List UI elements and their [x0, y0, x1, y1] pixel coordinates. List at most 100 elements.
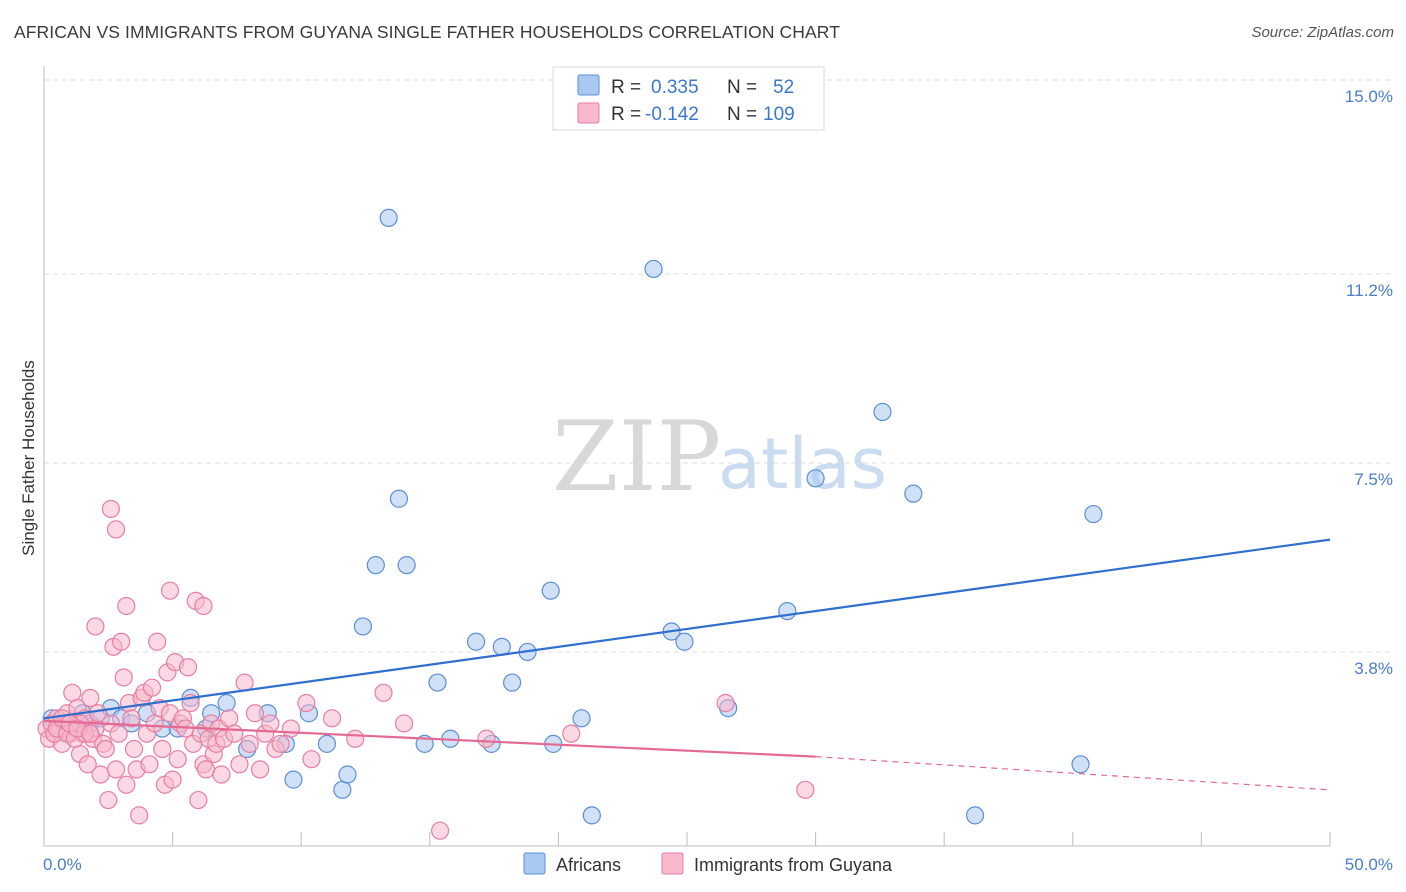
data-point-guyana	[225, 724, 244, 743]
legend-swatch-guyana	[577, 102, 600, 124]
data-point-guyana	[322, 709, 342, 728]
data-point-guyana	[91, 765, 110, 784]
data-point-guyana	[106, 760, 126, 779]
data-point-africans	[217, 693, 236, 713]
data-point-guyana	[96, 739, 115, 759]
source-label: Source: ZipAtlas.com	[1251, 24, 1394, 41]
data-point-africans	[397, 556, 416, 575]
data-point-africans	[389, 489, 409, 508]
legend-r-label-guyana: R =	[611, 104, 641, 125]
data-point-guyana	[160, 581, 180, 600]
data-point-guyana	[430, 821, 450, 840]
bottom-legend-africans: Africans	[556, 855, 621, 875]
y-tick-label: 11.2%	[1346, 281, 1393, 300]
data-point-guyana	[168, 750, 187, 769]
bottom-legend-guyana: Immigrants from Guyana	[694, 855, 893, 875]
data-point-guyana	[148, 632, 167, 651]
data-point-guyana	[477, 729, 496, 748]
data-point-guyana	[78, 755, 97, 774]
data-point-guyana	[63, 683, 82, 702]
data-point-guyana	[212, 765, 231, 784]
data-point-africans	[428, 673, 447, 692]
data-point-guyana	[112, 632, 131, 651]
watermark-atlas: atlas	[718, 423, 887, 505]
data-point-africans	[965, 806, 985, 825]
data-point-africans	[466, 632, 486, 651]
grid-lines	[44, 79, 1394, 653]
trend-lines	[43, 538, 1331, 791]
trend-line-africans	[43, 538, 1331, 720]
data-point-guyana	[374, 683, 393, 702]
data-point-guyana	[178, 658, 198, 677]
legend-n-label-guyana: N =	[727, 104, 757, 125]
data-point-africans	[317, 734, 337, 753]
data-point-guyana	[99, 790, 118, 810]
data-point-guyana	[114, 668, 133, 687]
data-point-guyana	[297, 693, 316, 713]
data-point-africans	[1084, 504, 1103, 524]
data-point-guyana	[124, 739, 144, 759]
data-point-guyana	[281, 719, 301, 738]
y-tick-label: 7.5%	[1354, 470, 1393, 489]
data-point-guyana	[245, 704, 265, 723]
data-point-africans	[572, 709, 591, 728]
legend-n-value-guyana: 109	[763, 104, 795, 125]
data-point-africans	[333, 780, 352, 799]
data-point-guyana	[88, 704, 108, 723]
data-point-africans	[353, 617, 373, 636]
data-point-africans	[778, 601, 797, 621]
x-tick-label-min: 0.0%	[43, 855, 82, 874]
data-point-guyana	[716, 693, 735, 713]
data-point-guyana	[81, 724, 100, 743]
y-axis-label: Single Father Households	[19, 360, 38, 556]
data-point-guyana	[145, 714, 164, 733]
watermark: ZIP atlas	[552, 401, 887, 513]
data-point-guyana	[122, 709, 141, 728]
data-point-guyana	[142, 678, 162, 697]
data-point-guyana	[394, 714, 414, 733]
data-point-africans	[541, 581, 560, 600]
trend-line-guyana-extension	[815, 756, 1331, 791]
data-point-guyana	[109, 724, 128, 743]
y-tick-labels: 3.8% 7.5% 11.2% 15.0%	[1345, 87, 1393, 678]
data-point-guyana	[117, 596, 136, 616]
data-point-guyana	[230, 755, 249, 774]
data-point-guyana	[194, 596, 213, 616]
data-point-guyana	[271, 734, 290, 753]
bottom-legend-swatch-africans	[523, 852, 546, 875]
data-point-guyana	[140, 755, 159, 774]
data-point-guyana	[153, 739, 172, 759]
data-point-guyana	[81, 688, 100, 708]
legend-r-label-africans: R =	[611, 77, 641, 98]
data-point-guyana	[130, 806, 149, 825]
data-point-africans	[1071, 755, 1090, 774]
data-point-africans	[379, 208, 398, 227]
data-point-guyana	[163, 770, 182, 789]
legend-n-label-africans: N =	[727, 77, 757, 98]
trend-line-guyana	[43, 719, 816, 758]
legend-r-value-guyana: -0.142	[645, 104, 699, 125]
data-point-africans	[582, 806, 601, 825]
data-point-africans	[675, 632, 694, 651]
data-point-africans	[806, 469, 825, 488]
data-point-guyana	[261, 714, 280, 733]
bottom-legend-swatch-guyana	[661, 852, 684, 875]
data-point-guyana	[86, 617, 105, 636]
chart-title: AFRICAN VS IMMIGRANTS FROM GUYANA SINGLE…	[14, 22, 840, 42]
data-point-guyana	[117, 775, 136, 794]
stats-legend: R = 0.335 N = 52 R = -0.142 N = 109	[552, 66, 825, 131]
data-point-africans	[338, 765, 357, 784]
y-tick-label: 3.8%	[1354, 659, 1393, 678]
data-point-guyana	[106, 520, 126, 539]
watermark-zip: ZIP	[552, 401, 721, 513]
data-point-guyana	[189, 790, 208, 810]
data-point-africans	[644, 259, 663, 279]
data-point-guyana	[196, 760, 216, 779]
data-point-guyana	[101, 499, 120, 519]
data-point-guyana	[302, 750, 321, 769]
data-point-guyana	[346, 729, 365, 748]
data-point-africans	[873, 402, 892, 422]
data-point-africans	[904, 484, 923, 503]
data-point-guyana	[796, 780, 815, 799]
